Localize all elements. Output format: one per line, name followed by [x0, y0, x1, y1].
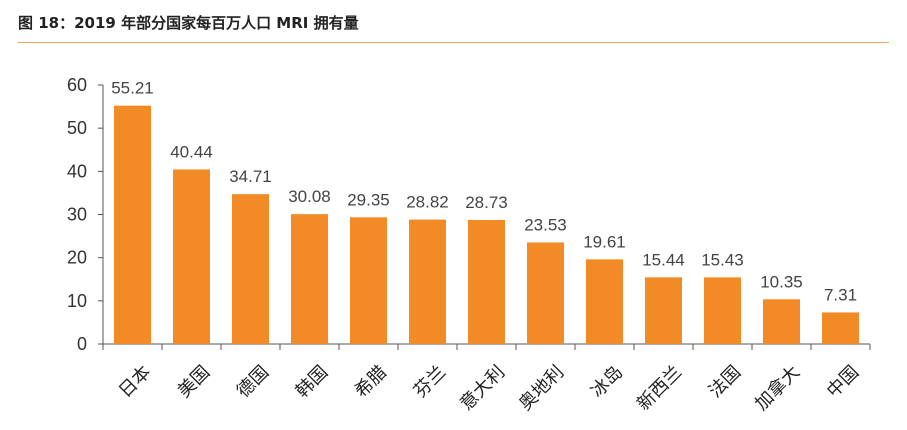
y-tick-label: 20 [67, 248, 87, 268]
category-label: 加拿大 [750, 361, 804, 415]
bar [232, 194, 269, 344]
title-divider [18, 42, 889, 43]
data-label: 23.53 [524, 215, 567, 234]
category-label: 德国 [233, 362, 273, 402]
y-tick-label: 50 [67, 118, 87, 138]
bar [586, 259, 623, 344]
bar [822, 312, 859, 344]
category-label: 冰岛 [587, 362, 627, 402]
y-tick-label: 0 [77, 334, 87, 354]
y-tick-label: 40 [67, 161, 87, 181]
bar [704, 277, 741, 344]
category-label: 希腊 [351, 362, 391, 402]
bar [645, 277, 682, 344]
y-axis: 0 10 20 30 40 50 60 [67, 75, 104, 354]
category-label: 意大利 [456, 362, 509, 415]
category-label: 美国 [174, 362, 214, 402]
bars [114, 105, 859, 344]
data-label: 7.31 [824, 285, 857, 304]
category-label: 奥地利 [515, 362, 568, 415]
y-tick-label: 30 [67, 205, 87, 225]
data-label: 10.35 [760, 272, 803, 291]
data-label: 55.21 [111, 79, 154, 98]
bar [350, 217, 387, 344]
bar [409, 219, 446, 344]
figure-title: 图 18：2019 年部分国家每百万人口 MRI 拥有量 [18, 14, 359, 32]
bar [291, 214, 328, 344]
y-tick-label: 10 [67, 291, 87, 311]
category-label: 芬兰 [410, 362, 450, 402]
data-label: 15.43 [701, 250, 744, 269]
data-label: 34.71 [229, 167, 272, 186]
x-axis [102, 343, 871, 350]
data-label: 40.44 [170, 142, 213, 161]
category-label: 日本 [115, 362, 155, 402]
bar [173, 169, 210, 344]
bar [114, 105, 151, 344]
data-label: 30.08 [288, 187, 331, 206]
y-tick-label: 60 [67, 75, 87, 95]
category-label: 新西兰 [633, 362, 686, 415]
category-label: 韩国 [292, 362, 332, 402]
data-label: 29.35 [347, 190, 390, 209]
category-labels: 日本 美国 德国 韩国 希腊 芬兰 意大利 奥地利 冰岛 新西兰 法国 加拿大 中国 [115, 361, 863, 415]
data-label: 15.44 [642, 250, 685, 269]
category-label: 中国 [823, 362, 863, 402]
category-label: 法国 [705, 362, 745, 402]
data-labels: 55.21 40.44 34.71 30.08 29.35 28.82 28.73 23.53… [111, 79, 857, 305]
data-label: 28.73 [465, 193, 508, 212]
data-label: 28.82 [406, 193, 449, 212]
bar [527, 242, 564, 344]
bar [763, 299, 800, 344]
data-label: 19.61 [583, 232, 626, 251]
bar [468, 219, 505, 344]
